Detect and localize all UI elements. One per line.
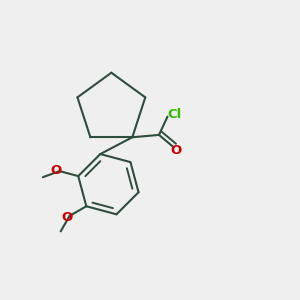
Text: O: O [170,144,181,157]
Text: O: O [61,211,72,224]
Text: Cl: Cl [167,108,181,121]
Text: O: O [50,164,62,177]
